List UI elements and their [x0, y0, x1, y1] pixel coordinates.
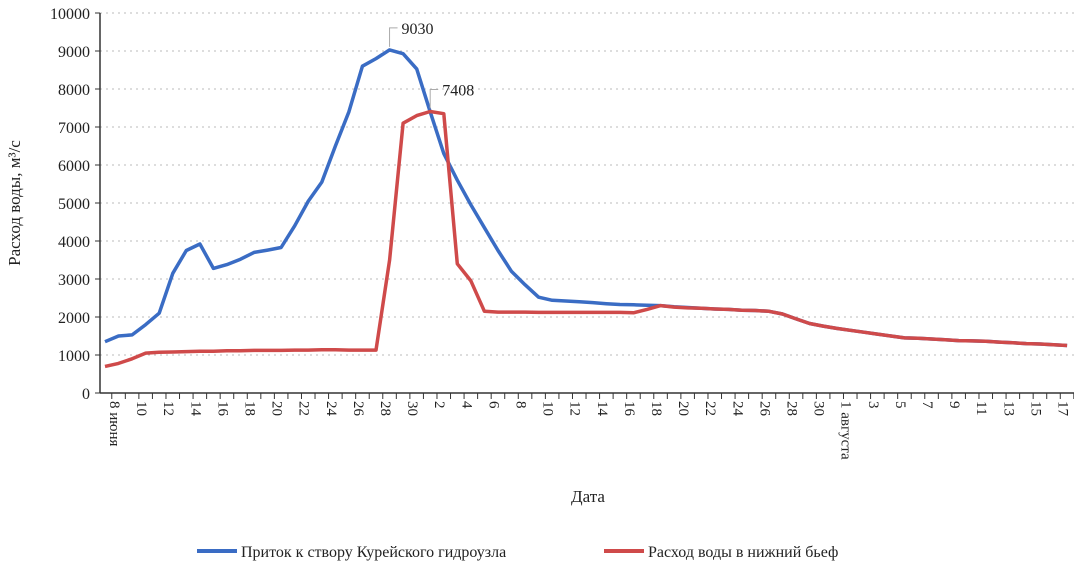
x-tick-label: 28	[784, 401, 800, 416]
x-tick-label: 4	[458, 401, 474, 409]
x-tick-label: 30	[811, 401, 827, 416]
x-tick-label: 3	[865, 401, 881, 409]
annotations: 9030 7408	[389, 21, 474, 109]
x-tick-label: 16	[621, 401, 637, 417]
legend-label-outflow: Расход воды в нижний бьеф	[648, 544, 838, 561]
annotation-leader	[389, 27, 398, 47]
x-tick-labels: 8 июня 10 12 14 16 18 20 22 24 26 28 30 2 4 6 8 10 12 14 16…	[106, 401, 1071, 460]
x-tick-label: 1 августа	[838, 401, 854, 460]
x-tick-label: 24	[323, 401, 339, 417]
x-tick-label: 22	[296, 401, 312, 416]
series-lines	[104, 48, 1068, 369]
y-axis-label: Расход воды, м³/с	[5, 140, 24, 266]
x-tick-label: 14	[594, 401, 610, 417]
x-axis-label: Дата	[571, 487, 605, 506]
axes	[95, 12, 1074, 399]
y-tick-label: 5000	[58, 196, 90, 213]
y-tick-label: 9000	[58, 44, 90, 61]
y-tick-label: 4000	[58, 234, 90, 251]
x-tick-label: 20	[269, 401, 285, 416]
x-tick-label: 8 июня	[106, 401, 122, 447]
y-tick-label: 0	[82, 386, 90, 403]
x-tick-label: 24	[729, 401, 745, 417]
y-tick-label: 8000	[58, 82, 90, 99]
x-tick-label: 5	[892, 401, 908, 409]
x-tick-label: 18	[242, 401, 258, 416]
annotation-label: 9030	[402, 21, 434, 38]
x-tick-label: 7	[919, 401, 935, 409]
annotation-leader	[429, 88, 439, 109]
x-tick-label: 18	[648, 401, 664, 416]
y-tick-label: 3000	[58, 272, 90, 289]
legend: Приток к створу Курейского гидроузла Рас…	[197, 544, 838, 561]
x-tick-label: 6	[485, 401, 501, 409]
y-tick-label: 6000	[58, 158, 90, 175]
x-tick-label: 16	[214, 401, 230, 417]
x-tick-label: 12	[160, 401, 176, 416]
x-tick-label: 20	[675, 401, 691, 416]
y-tick-labels: 0 1000 2000 3000 4000 5000 6000 7000 8000 9000 100…	[50, 6, 90, 403]
x-tick-label: 11	[973, 401, 989, 415]
x-tick-label: 17	[1055, 401, 1071, 417]
series-line-1	[104, 109, 1068, 369]
x-tick-label: 8	[513, 401, 529, 409]
x-tick-label: 14	[187, 401, 203, 417]
legend-label-inflow: Приток к створу Курейского гидроузла	[241, 544, 506, 561]
x-tick-label: 15	[1027, 401, 1043, 416]
y-tick-label: 7000	[58, 120, 90, 137]
x-tick-label: 22	[702, 401, 718, 416]
gridlines	[100, 12, 1074, 356]
x-tick-label: 9	[946, 401, 962, 409]
x-tick-label: 12	[567, 401, 583, 416]
x-tick-label: 10	[133, 401, 149, 416]
x-tick-label: 10	[540, 401, 556, 416]
x-tick-label: 2	[431, 401, 447, 409]
x-tick-label: 13	[1000, 401, 1016, 416]
annotation-label: 7408	[442, 82, 474, 99]
x-tick-label: 26	[350, 401, 366, 417]
series-line-0	[104, 48, 1068, 348]
x-tick-label: 26	[756, 401, 772, 417]
y-tick-label: 10000	[50, 6, 90, 23]
y-tick-label: 1000	[58, 348, 90, 365]
x-tick-label: 28	[377, 401, 393, 416]
y-tick-label: 2000	[58, 310, 90, 327]
x-tick-label: 30	[404, 401, 420, 416]
